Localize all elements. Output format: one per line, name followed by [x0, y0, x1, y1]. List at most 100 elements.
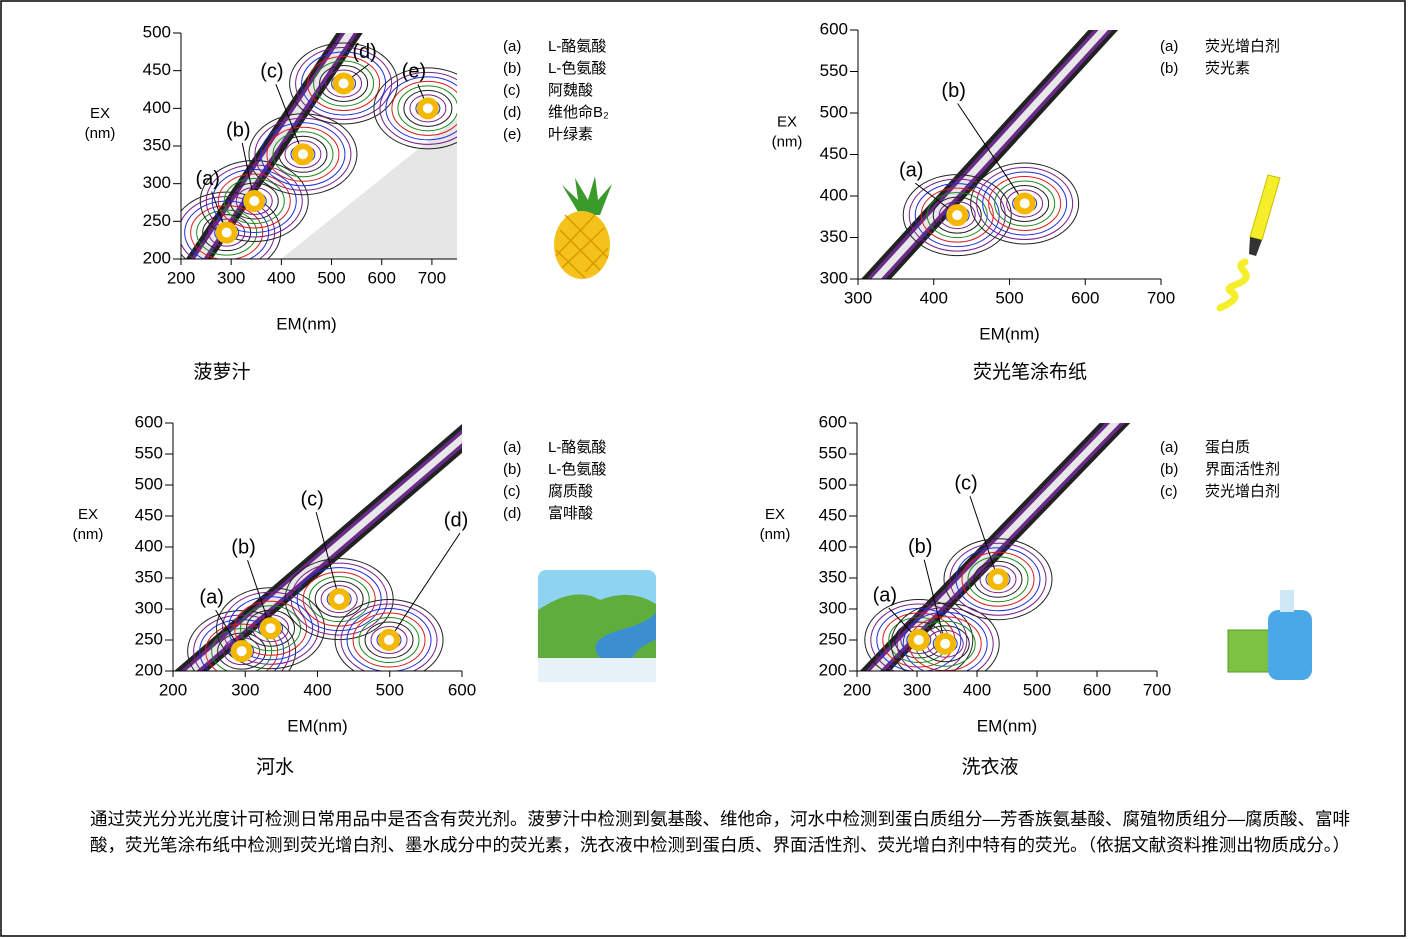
legend-label: 蛋白质	[1205, 439, 1250, 456]
legend-label: L-酪氨酸	[548, 439, 606, 456]
y-tick-label: 500	[820, 102, 848, 121]
y-tick-label: 550	[819, 443, 847, 462]
x-tick-label: 600	[1071, 288, 1099, 307]
peak-marker	[263, 620, 279, 636]
peak-marker	[911, 632, 927, 648]
scatter-region	[281, 118, 457, 259]
x-tick-label: 400	[267, 268, 295, 287]
caption: 通过荧光分光光度计可检测日常用品中是否含有荧光剂。菠萝汁中检测到氨基酸、维他命，…	[90, 806, 1380, 858]
legend-label: 荧光素	[1205, 60, 1250, 77]
peak-marker	[990, 571, 1006, 587]
y-tick-label: 550	[820, 61, 848, 80]
peak-marker	[381, 632, 397, 648]
x-tick-label: 500	[376, 680, 404, 699]
legend-label: 叶绿素	[548, 126, 593, 143]
y-axis-label: EX	[765, 506, 785, 523]
y-tick-label: 350	[135, 567, 163, 586]
peak-label: (b)	[908, 536, 932, 558]
x-tick-label: 400	[963, 680, 991, 699]
peak-label: (a)	[899, 159, 923, 181]
legend-label: 荧光增白剂	[1205, 38, 1280, 55]
x-tick-label: 600	[368, 268, 396, 287]
x-tick-label: 700	[1147, 288, 1175, 307]
legend-key: (c)	[503, 483, 521, 500]
y-tick-label: 250	[135, 629, 163, 648]
plot-area	[173, 0, 482, 297]
legend-label: 阿魏酸	[548, 82, 593, 99]
scatter-band	[845, 392, 1145, 702]
x-axis-label: EM(nm)	[979, 324, 1039, 343]
legend-label: 界面活性剂	[1205, 461, 1280, 478]
legend-key: (a)	[503, 38, 521, 55]
y-tick-label: 350	[820, 227, 848, 246]
x-tick-label: 500	[317, 268, 345, 287]
y-tick-label: 600	[819, 412, 847, 431]
river-icon	[538, 570, 656, 682]
leader-line	[389, 533, 460, 640]
y-axis-label: EX	[90, 105, 110, 122]
legend-label: 荧光增白剂	[1205, 483, 1280, 500]
legend-label: L-色氨酸	[548, 60, 606, 77]
y-axis-label: EX	[777, 113, 797, 130]
x-tick-label: 300	[217, 268, 245, 287]
x-tick-label: 600	[1083, 680, 1111, 699]
legend-key: (b)	[1160, 60, 1178, 77]
chart-title: 洗衣液	[961, 756, 1018, 778]
peak-label: (d)	[444, 509, 468, 531]
peak-marker	[949, 207, 965, 223]
x-axis-label: EM(nm)	[276, 314, 336, 333]
plot-area	[845, 392, 1145, 702]
y-tick-label: 300	[820, 268, 848, 287]
legend-key: (b)	[503, 60, 521, 77]
peak-marker	[937, 636, 953, 652]
x-axis-label: EM(nm)	[287, 716, 347, 735]
y-tick-label: 200	[135, 660, 163, 679]
y-tick-label: 500	[143, 22, 171, 41]
y-tick-label: 600	[820, 19, 848, 38]
chart-title: 河水	[256, 756, 294, 778]
y-tick-label: 400	[135, 536, 163, 555]
x-tick-label: 700	[1143, 680, 1171, 699]
legend-key: (c)	[503, 82, 521, 99]
legend-label: 腐质酸	[548, 482, 593, 500]
legend-label: 富啡酸	[548, 504, 593, 522]
peak-marker	[219, 225, 235, 241]
legend-label: 维他命B₂	[548, 103, 609, 121]
legend-key: (d)	[503, 505, 521, 522]
peak-label: (c)	[954, 473, 977, 495]
chart-title: 荧光笔涂布纸	[973, 361, 1087, 383]
y-tick-label: 450	[819, 505, 847, 524]
legend-key: (a)	[1160, 38, 1178, 55]
x-tick-label: 500	[995, 288, 1023, 307]
chart: (a) (b) (c) (d) (e) 200 300 400 500 600 700 200 250 3…	[0, 0, 1408, 939]
peak-marker	[234, 643, 250, 659]
peak-label: (b)	[941, 80, 965, 102]
detergent-icon	[1228, 590, 1312, 680]
y-tick-label: 400	[820, 185, 848, 204]
y-tick-label: 200	[819, 660, 847, 679]
legend-key: (e)	[503, 126, 521, 143]
scatter-band	[155, 392, 516, 702]
peak-marker	[420, 100, 436, 116]
x-tick-label: 300	[903, 680, 931, 699]
border	[1, 1, 1405, 936]
y-axis-label: (nm)	[85, 125, 116, 142]
y-tick-label: 450	[135, 505, 163, 524]
y-tick-label: 550	[135, 443, 163, 462]
x-axis-label: EM(nm)	[977, 716, 1037, 735]
legend-key: (d)	[503, 104, 521, 121]
x-tick-label: 700	[418, 268, 446, 287]
figure: (a) (b) (c) (d) (e) 200 300 400 500 600 700 200 250 3…	[0, 0, 1408, 939]
peak-marker	[331, 591, 347, 607]
peak-label: (b)	[231, 537, 255, 559]
peak-marker	[336, 75, 352, 91]
peak-label: (c)	[260, 61, 283, 83]
plot-area	[838, 0, 1141, 321]
y-tick-label: 400	[143, 98, 171, 117]
legend-key: (b)	[1160, 461, 1178, 478]
peak-label: (e)	[402, 61, 426, 83]
y-tick-label: 350	[819, 567, 847, 586]
y-tick-label: 250	[143, 211, 171, 230]
x-tick-label: 200	[167, 268, 195, 287]
x-tick-label: 200	[159, 680, 187, 699]
